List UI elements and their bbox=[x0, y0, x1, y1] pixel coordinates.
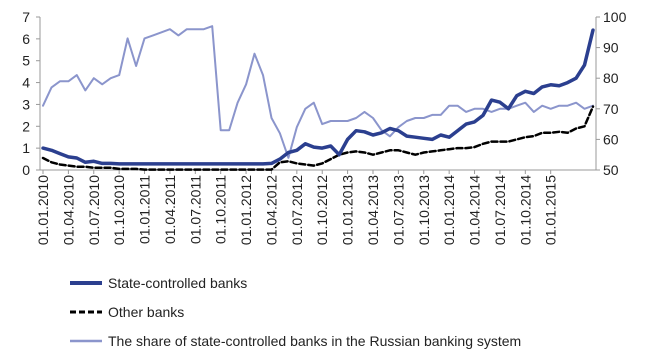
x-tick-label: 01.01.2014 bbox=[441, 175, 457, 245]
x-tick-label: 01.01.2010 bbox=[35, 175, 51, 245]
left-tick-label: 4 bbox=[22, 75, 30, 91]
x-tick-label: 01.04.2012 bbox=[263, 175, 279, 245]
left-tick-label: 5 bbox=[22, 53, 30, 69]
series-line-0 bbox=[41, 28, 595, 166]
legend-item-other-banks: Other banks bbox=[68, 297, 521, 326]
series-line-2 bbox=[42, 25, 594, 159]
legend-swatch-state-controlled-banks bbox=[68, 277, 104, 289]
x-tick-label: 01.07.2013 bbox=[390, 175, 406, 245]
x-tick-label: 01.01.2012 bbox=[238, 175, 254, 245]
right-tick-label: 80 bbox=[603, 70, 619, 86]
x-tick-label: 01.01.2015 bbox=[543, 175, 559, 245]
x-tick-label: 01.10.2013 bbox=[416, 175, 432, 245]
series-line-1 bbox=[41, 105, 595, 171]
legend-swatch-other-banks bbox=[68, 306, 104, 318]
right-tick-label: 100 bbox=[603, 9, 627, 25]
x-tick-label: 01.04.2011 bbox=[162, 175, 178, 244]
legend-label-state-controlled-banks: State-controlled banks bbox=[108, 274, 248, 291]
right-tick-label: 60 bbox=[603, 131, 619, 147]
x-tick-label: 01.04.2010 bbox=[60, 175, 76, 245]
x-tick-label: 01.10.2012 bbox=[314, 175, 330, 245]
x-tick-label: 01.01.2011 bbox=[137, 175, 153, 244]
legend-label-state-share: The share of state-controlled banks in t… bbox=[108, 332, 522, 349]
x-tick-label: 01.04.2013 bbox=[365, 175, 381, 245]
x-tick-label: 01.07.2012 bbox=[289, 175, 305, 245]
left-tick-label: 1 bbox=[22, 140, 30, 156]
right-tick-label: 90 bbox=[603, 40, 619, 56]
x-tick-label: 01.07.2010 bbox=[86, 175, 102, 245]
left-tick-label: 7 bbox=[22, 9, 30, 25]
x-tick-label: 01.01.2013 bbox=[340, 175, 356, 245]
left-tick-label: 0 bbox=[22, 162, 30, 178]
x-tick-label: 01.07.2014 bbox=[492, 175, 508, 245]
x-tick-label: 01.10.2010 bbox=[111, 175, 127, 245]
legend-item-state-share: The share of state-controlled banks in t… bbox=[68, 326, 521, 355]
right-tick-label: 50 bbox=[603, 162, 619, 178]
left-tick-label: 6 bbox=[22, 31, 30, 47]
legend-swatch-state-share bbox=[68, 335, 104, 347]
left-tick-label: 2 bbox=[22, 118, 30, 134]
x-tick-label: 01.04.2014 bbox=[467, 175, 483, 245]
x-tick-label: 01.10.2011 bbox=[213, 175, 229, 244]
left-tick-label: 3 bbox=[22, 96, 30, 112]
x-tick-label: 01.10.2014 bbox=[517, 175, 533, 245]
right-tick-label: 70 bbox=[603, 101, 619, 117]
legend: State-controlled banks Other banks The s… bbox=[68, 268, 521, 355]
legend-item-state-controlled-banks: State-controlled banks bbox=[68, 268, 521, 297]
x-tick-label: 01.07.2011 bbox=[187, 175, 203, 244]
legend-label-other-banks: Other banks bbox=[108, 303, 185, 320]
